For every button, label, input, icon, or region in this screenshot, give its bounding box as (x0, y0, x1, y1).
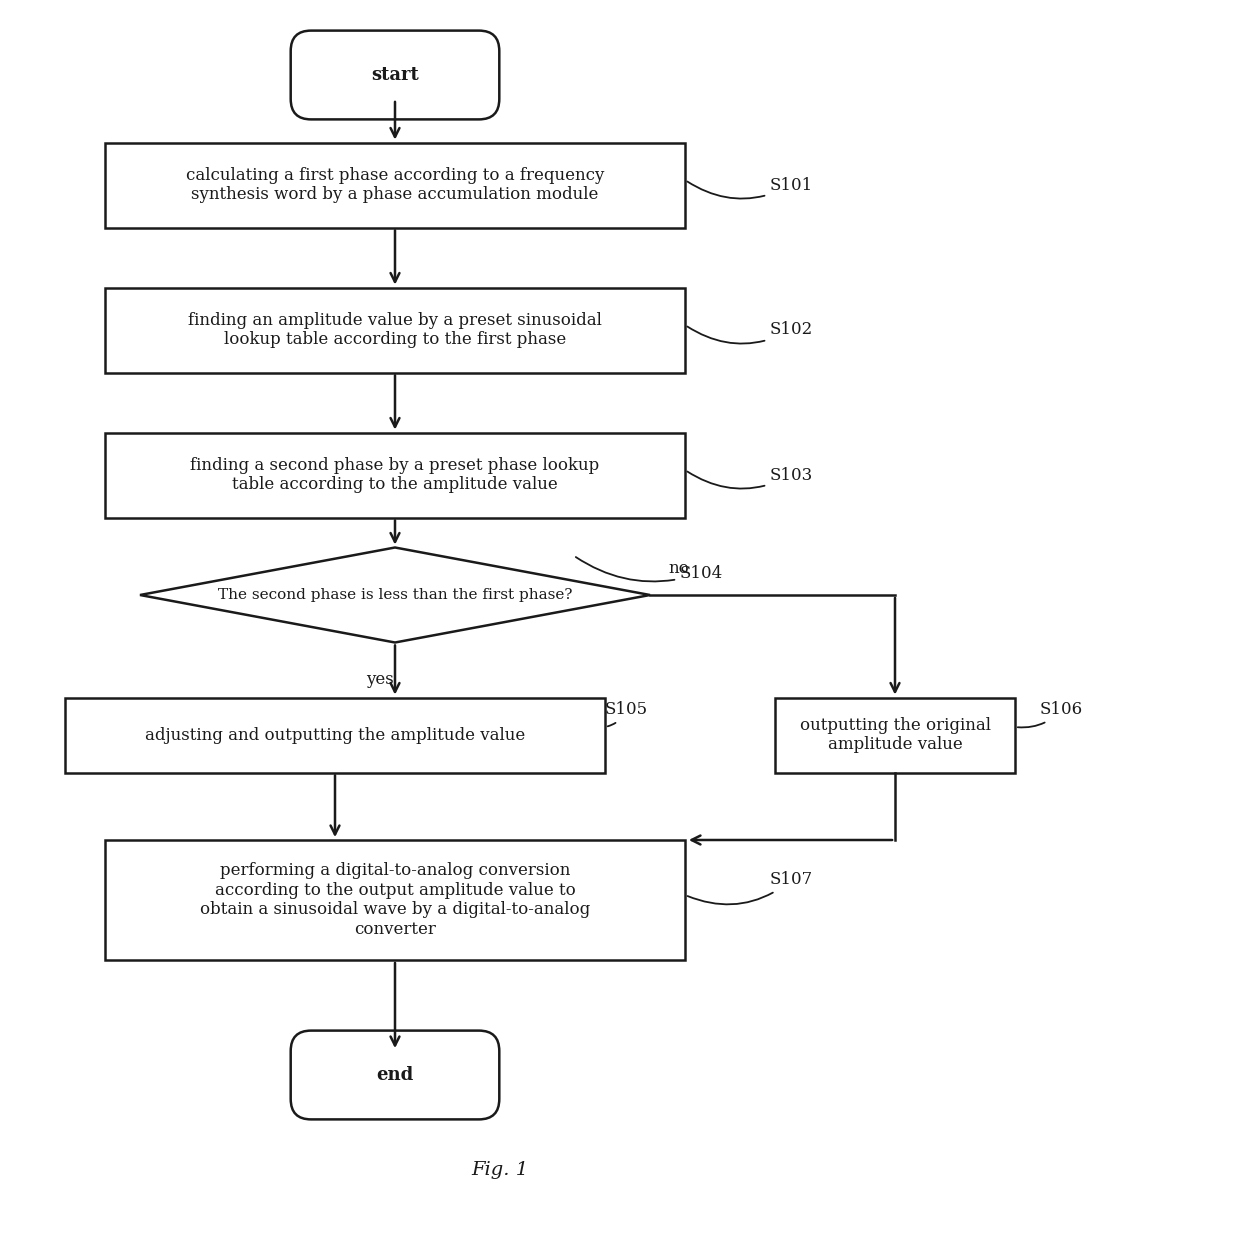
Text: S103: S103 (687, 466, 813, 489)
Text: no: no (668, 560, 688, 578)
Text: S107: S107 (687, 871, 813, 905)
Bar (775, 697, 1016, 772)
Text: S104: S104 (575, 557, 723, 581)
Bar (105, 288, 684, 373)
Text: S106: S106 (1018, 701, 1083, 727)
Text: outputting the original
amplitude value: outputting the original amplitude value (800, 717, 991, 753)
Text: S102: S102 (687, 322, 813, 343)
Polygon shape (140, 548, 650, 643)
Text: finding a second phase by a preset phase lookup
table according to the amplitude: finding a second phase by a preset phase… (191, 457, 600, 494)
Text: S105: S105 (605, 701, 649, 727)
Bar (105, 840, 684, 960)
Text: finding an amplitude value by a preset sinusoidal
lookup table according to the : finding an amplitude value by a preset s… (188, 312, 601, 348)
Text: end: end (377, 1066, 414, 1083)
Bar (64, 697, 605, 772)
Text: calculating a first phase according to a frequency
synthesis word by a phase acc: calculating a first phase according to a… (186, 167, 604, 204)
Bar (105, 432, 684, 517)
Text: start: start (371, 65, 419, 84)
Text: The second phase is less than the first phase?: The second phase is less than the first … (218, 587, 572, 602)
Bar (105, 142, 684, 227)
FancyBboxPatch shape (290, 1030, 500, 1119)
FancyBboxPatch shape (290, 31, 500, 120)
Text: yes: yes (366, 670, 394, 687)
Text: Fig. 1: Fig. 1 (471, 1161, 528, 1178)
Text: performing a digital-to-analog conversion
according to the output amplitude valu: performing a digital-to-analog conversio… (200, 863, 590, 938)
Text: S101: S101 (687, 176, 813, 199)
Text: adjusting and outputting the amplitude value: adjusting and outputting the amplitude v… (145, 727, 525, 744)
